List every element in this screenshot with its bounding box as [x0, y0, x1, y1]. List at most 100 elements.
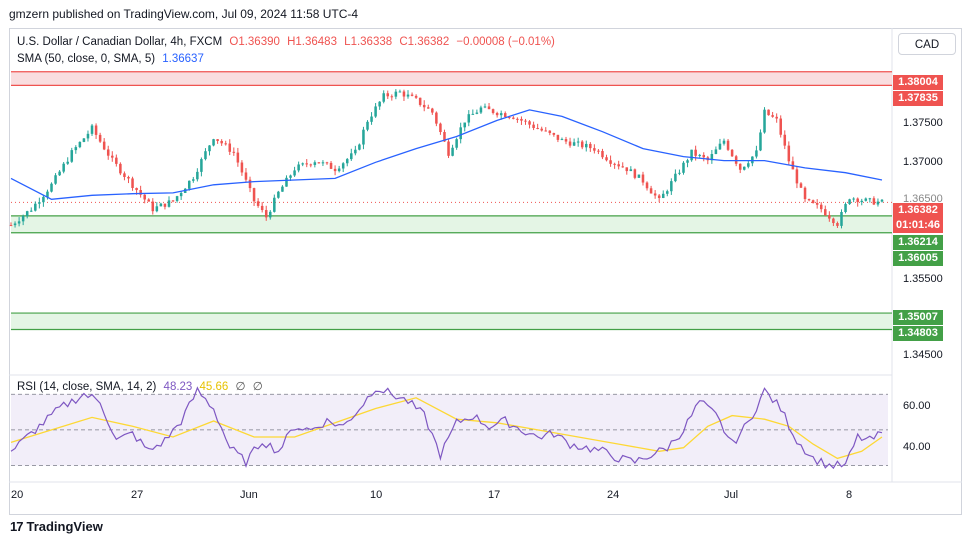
candle-body [682, 162, 685, 173]
symbol-name: U.S. Dollar / Canadian Dollar, 4h, FXCM [17, 36, 223, 48]
candle-body [374, 106, 377, 117]
resistance-top-tag: 1.38004 [893, 75, 943, 90]
symbol-legend: U.S. Dollar / Canadian Dollar, 4h, FXCM … [17, 36, 559, 48]
candle-body [686, 160, 689, 163]
support-top-tag: 1.36214 [893, 235, 943, 250]
candle-body [710, 154, 714, 161]
candle-body [467, 114, 471, 123]
candle-body [771, 115, 774, 117]
candle-body [74, 147, 78, 151]
candle-body [273, 197, 276, 212]
x-tick-20: 20 [11, 489, 24, 501]
candle-body [264, 210, 268, 218]
candle-body [414, 95, 418, 98]
candle-body [277, 191, 280, 198]
open-value: O1.36390 [229, 36, 280, 48]
candle-body [208, 145, 211, 152]
candle-body [617, 164, 620, 167]
candle-body [212, 139, 215, 146]
rsi-ma-line [10, 397, 883, 460]
x-tick-8: 8 [846, 489, 853, 501]
candle-body [418, 97, 422, 105]
y-tick-2: 1.37000 [903, 156, 943, 168]
candle-body [50, 183, 53, 192]
candle-body [90, 125, 94, 134]
y-tick-3: 1.36500 [903, 193, 943, 205]
candle-body [301, 163, 304, 165]
candle-body [341, 163, 345, 169]
candle-body [661, 193, 665, 199]
candle-body [382, 93, 385, 102]
candle-body [111, 155, 114, 158]
candle-body [390, 96, 394, 98]
candle-body [536, 128, 539, 130]
candle-body [313, 162, 317, 165]
candle-body [657, 195, 661, 199]
candle-body [540, 128, 543, 131]
candle-body [321, 162, 325, 164]
candle-body [398, 91, 402, 93]
currency-button[interactable]: CAD [898, 33, 956, 55]
candle-body [102, 141, 106, 150]
candle-body [803, 187, 807, 200]
candle-body [718, 143, 722, 150]
candle-body [309, 164, 313, 166]
candle-body [564, 139, 568, 142]
candle-body [293, 170, 296, 176]
candle-body [200, 159, 203, 172]
candle-body [406, 94, 410, 97]
candle-body [856, 198, 859, 203]
candle-body [244, 172, 248, 180]
x-tick-24: 24 [607, 489, 620, 501]
candle-body [34, 203, 37, 211]
candle-body [601, 151, 604, 158]
candle-body [350, 153, 353, 160]
candle-body [151, 201, 155, 212]
zone-resistance-0 [11, 71, 892, 86]
change-value: −0.00008 (−0.01%) [456, 36, 555, 48]
low-value: L1.36338 [344, 36, 393, 48]
support2-top-tag: 1.35007 [893, 310, 943, 325]
candle-body [155, 206, 159, 212]
y-tick-1: 1.37500 [903, 117, 943, 129]
candle-body [139, 190, 142, 195]
tradingview-logo[interactable]: 17 TradingView [10, 519, 103, 534]
candle-body [552, 133, 556, 135]
candle-body [422, 104, 426, 108]
candle-body [666, 191, 669, 194]
candle-body [819, 204, 823, 210]
candle-body [524, 120, 527, 122]
candle-body [479, 107, 483, 113]
candle-body [443, 132, 446, 142]
candle-body [289, 175, 292, 178]
candle-body [224, 143, 227, 145]
candle-body [690, 149, 693, 161]
candle-body [621, 166, 624, 168]
candle-body [159, 203, 163, 207]
candle-body [119, 163, 122, 174]
candle-body [98, 134, 102, 142]
x-tick-17: 17 [488, 489, 501, 501]
candle-body [25, 211, 29, 216]
countdown-tag: 01:01:46 [893, 218, 943, 233]
candle-body [358, 144, 361, 150]
candle-body [325, 162, 329, 164]
candle-body [747, 163, 750, 167]
rsi-value: 48.23 [163, 381, 193, 393]
candle-body [329, 162, 333, 169]
rsi-tick-60: 60.00 [903, 400, 931, 412]
candle-body [345, 159, 349, 164]
candle-body [192, 179, 195, 181]
candle-body [451, 147, 454, 156]
candle-body [556, 134, 560, 140]
candle-body [297, 164, 300, 171]
candle-body [171, 200, 175, 202]
candle-body [143, 194, 146, 200]
candle-body [840, 212, 843, 226]
candle-body [13, 223, 17, 226]
candle-body [29, 210, 33, 212]
x-tick-27: 27 [131, 489, 144, 501]
candle-body [726, 140, 730, 150]
candle-body [605, 157, 608, 161]
